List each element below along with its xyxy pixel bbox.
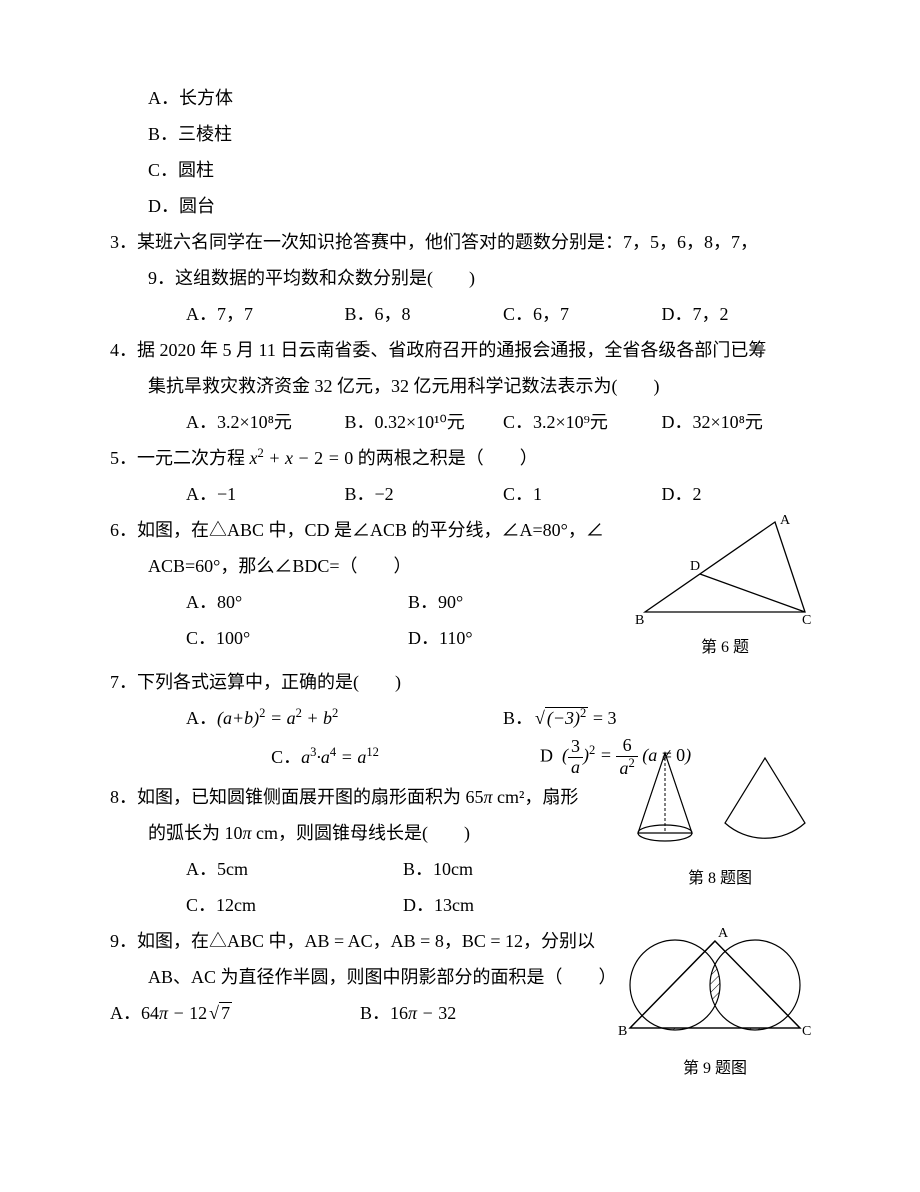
- q7-row1: A．(a+b)2 = a2 + b2 B．(−3)2 = 3: [186, 700, 820, 736]
- q2-opt-C: C．圆柱: [148, 152, 820, 188]
- q5-opt-A: A．−1: [186, 476, 345, 512]
- q7-opt-C: C．a3·a4 = a12: [110, 739, 540, 775]
- q8-opt-A: A．5cm: [186, 851, 403, 887]
- label-A9: A: [718, 926, 729, 941]
- q7-opt-B: B．(−3)2 = 3: [503, 700, 820, 736]
- q8-opt-C: C．12cm: [186, 887, 403, 923]
- q2-opt-A: A．长方体: [148, 80, 820, 116]
- q6-figure: A D B C 第 6 题: [630, 512, 820, 664]
- q3-opt-D: D．7，2: [662, 296, 821, 332]
- q5-opt-B: B．−2: [345, 476, 504, 512]
- q3-opt-B: B．6，8: [345, 296, 504, 332]
- q7-opt-A: A．(a+b)2 = a2 + b2: [186, 700, 503, 736]
- q7-stem: 7．下列各式运算中，正确的是( ): [110, 664, 820, 700]
- q8-opts-row1: A．5cm B．10cm: [186, 851, 620, 887]
- label-D: D: [690, 559, 700, 574]
- q6-opts-row1: A．80° B．90°: [186, 584, 630, 620]
- q6-stem-b: ACB=60°，那么∠BDC=（ ）: [148, 548, 630, 584]
- q6-stem-a: 6．如图，在△ABC 中，CD 是∠ACB 的平分线，∠A=80°，∠: [110, 512, 630, 548]
- label-B9: B: [618, 1024, 627, 1039]
- q6-opt-B: B．90°: [408, 584, 630, 620]
- q8-opt-B: B．10cm: [403, 851, 620, 887]
- q4-stem-a: 4．据 2020 年 5 月 11 日云南省委、省政府召开的通报会通报，全省各级…: [110, 332, 820, 368]
- q9-stem-b: AB、AC 为直径作半圆，则图中阴影部分的面积是（ ）: [148, 959, 610, 995]
- q3-stem-a: 3．某班六名同学在一次知识抢答赛中，他们答对的题数分别是：7，5，6，8，7，: [110, 224, 820, 260]
- q4-stem-b: 集抗旱救灾救济资金 32 亿元，32 亿元用科学记数法表示为( ): [148, 368, 820, 404]
- lens-triangle-icon: A B C: [610, 923, 820, 1053]
- q5-opt-D: D．2: [662, 476, 821, 512]
- q4-opt-B: B．0.32×10¹⁰元: [345, 404, 504, 440]
- q5-stem: 5．一元二次方程 x2 + x − 2 = 0 的两根之积是（ ）: [110, 440, 820, 476]
- q9-row: 9．如图，在△ABC 中，AB = AC，AB = 8，BC = 12，分别以 …: [110, 923, 820, 1085]
- cone-sector-icon: [620, 743, 820, 863]
- q8-figure: 第 8 题图: [620, 743, 820, 895]
- q2-opt-B: B．三棱柱: [148, 116, 820, 152]
- q3-options: A．7，7 B．6，8 C．6，7 D．7，2: [186, 296, 820, 332]
- q9-opt-B: B．16π − 32: [360, 995, 610, 1031]
- q6-row: 6．如图，在△ABC 中，CD 是∠ACB 的平分线，∠A=80°，∠ ACB=…: [110, 512, 820, 664]
- q3-opt-C: C．6，7: [503, 296, 662, 332]
- q2-opt-D: D．圆台: [148, 188, 820, 224]
- q4-opt-C: C．3.2×10⁹元: [503, 404, 662, 440]
- q4-options: A．3.2×10⁸元 B．0.32×10¹⁰元 C．3.2×10⁹元 D．32×…: [186, 404, 820, 440]
- q5-options: A．−1 B．−2 C．1 D．2: [186, 476, 820, 512]
- q8-stem-b: 的弧长为 10π cm，则圆锥母线长是( ): [148, 815, 620, 851]
- q6-caption: 第 6 题: [630, 632, 820, 664]
- q3-opt-A: A．7，7: [186, 296, 345, 332]
- q3-stem-b: 9．这组数据的平均数和众数分别是( ): [148, 260, 820, 296]
- q8-opt-D: D．13cm: [403, 887, 620, 923]
- q6-opt-D: D．110°: [408, 620, 630, 656]
- label-B: B: [635, 613, 644, 628]
- q9-opt-A: A．64π − 127: [110, 995, 360, 1031]
- q9-opts-row1: A．64π − 127 B．16π − 32: [110, 995, 610, 1031]
- q8-caption: 第 8 题图: [620, 863, 820, 895]
- q8-row: 8．如图，已知圆锥侧面展开图的扇形面积为 65π cm²，扇形 的弧长为 10π…: [110, 779, 820, 923]
- q6-opts-row2: C．100° D．110°: [186, 620, 630, 656]
- q9-caption: 第 9 题图: [610, 1053, 820, 1085]
- exam-page: A．长方体 B．三棱柱 C．圆柱 D．圆台 3．某班六名同学在一次知识抢答赛中，…: [0, 0, 920, 1192]
- q9-stem-a: 9．如图，在△ABC 中，AB = AC，AB = 8，BC = 12，分别以: [110, 923, 610, 959]
- q4-opt-D: D．32×10⁸元: [662, 404, 821, 440]
- label-C9: C: [802, 1024, 811, 1039]
- q9-figure: A B C 第 9 题图: [610, 923, 820, 1085]
- triangle-icon: A D B C: [630, 512, 820, 632]
- label-A: A: [780, 513, 791, 528]
- q6-opt-C: C．100°: [186, 620, 408, 656]
- q4-opt-A: A．3.2×10⁸元: [186, 404, 345, 440]
- q5-opt-C: C．1: [503, 476, 662, 512]
- q6-opt-A: A．80°: [186, 584, 408, 620]
- q8-stem-a: 8．如图，已知圆锥侧面展开图的扇形面积为 65π cm²，扇形: [110, 779, 620, 815]
- q8-opts-row2: C．12cm D．13cm: [186, 887, 620, 923]
- label-C: C: [802, 613, 811, 628]
